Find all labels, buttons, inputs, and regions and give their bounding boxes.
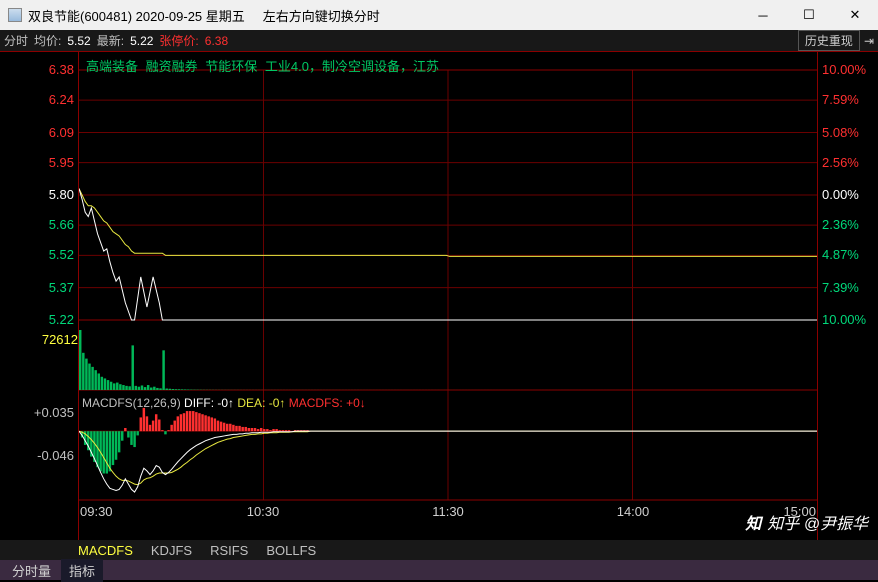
bottom-tab-1[interactable]: 指标: [61, 559, 103, 582]
bottom-tabs: 分时量指标: [0, 560, 878, 580]
price-left-tick: 5.37: [49, 280, 74, 295]
watermark: 知 知乎 @尹振华: [745, 510, 868, 534]
price-right-tick: 7.39%: [822, 280, 859, 295]
tab-intraday[interactable]: 分时: [4, 32, 28, 49]
volume-max-label: 72612: [4, 332, 78, 347]
last-label: 最新:: [97, 32, 124, 49]
stock-tags: 高端装备 融资融券 节能环保 工业4.0，制冷空调设备，江苏: [86, 56, 443, 75]
indicator-tab-macdfs[interactable]: MACDFS: [78, 543, 133, 558]
price-right-tick: 2.56%: [822, 155, 859, 170]
header-bar: 分时 均价: 5.52 最新: 5.22 张停价: 6.38 历史重现 ⇥: [0, 30, 878, 52]
time-tick: 10:30: [247, 504, 280, 519]
indicator-tab-kdjfs[interactable]: KDJFS: [151, 543, 192, 558]
avg-value: 5.52: [67, 34, 90, 48]
last-value: 5.22: [130, 34, 153, 48]
price-left-tick: 5.95: [49, 155, 74, 170]
price-left-tick: 6.24: [49, 92, 74, 107]
close-button[interactable]: ✕: [832, 0, 878, 30]
window-title: 双良节能(600481) 2020-09-25 星期五: [28, 6, 245, 25]
indicator-tab-bollfs[interactable]: BOLLFS: [266, 543, 316, 558]
zhihu-icon: 知: [745, 510, 761, 534]
price-right-tick: 10.00%: [822, 312, 866, 327]
time-tick: 11:30: [432, 504, 464, 519]
window-subtitle: 左右方向键切换分时: [263, 6, 740, 25]
price-right-tick: 4.87%: [822, 247, 859, 262]
chart-area: 高端装备 融资融券 节能环保 工业4.0，制冷空调设备，江苏 6.38 6.24 6…: [0, 52, 878, 540]
bottom-tab-0[interactable]: 分时量: [4, 559, 59, 582]
limit-label: 张停价:: [159, 32, 198, 49]
limit-value: 6.38: [205, 34, 228, 48]
price-right-tick: 7.59%: [822, 92, 859, 107]
price-right-tick: 5.08%: [822, 125, 859, 140]
app-icon: [8, 8, 22, 22]
minimize-button[interactable]: ─: [740, 0, 786, 30]
price-left-tick: 6.09: [49, 125, 74, 140]
indicator-tabs: MACDFS KDJFS RSIFS BOLLFS: [0, 540, 878, 560]
plot-region[interactable]: [78, 52, 818, 540]
avg-label: 均价:: [34, 32, 61, 49]
goto-end-icon[interactable]: ⇥: [864, 34, 874, 48]
price-right-tick: 10.00%: [822, 62, 866, 77]
history-replay-button[interactable]: 历史重现: [798, 30, 860, 51]
watermark-text: 知乎 @尹振华: [767, 510, 868, 534]
price-left-tick: 5.22: [49, 312, 74, 327]
price-right-tick: 0.00%: [822, 187, 859, 202]
macd-dea: DEA: -0↑: [237, 396, 285, 410]
price-right-tick: 2.36%: [822, 217, 859, 232]
price-left-tick: 5.66: [49, 217, 74, 232]
macd-tick: -0.046: [37, 448, 74, 463]
indicator-tab-rsifs[interactable]: RSIFS: [210, 543, 248, 558]
time-tick: 14:00: [617, 504, 650, 519]
price-left-tick: 6.38: [49, 62, 74, 77]
window-titlebar: 双良节能(600481) 2020-09-25 星期五 左右方向键切换分时 ─ …: [0, 0, 878, 30]
macd-title: MACDFS(12,26,9): [82, 396, 181, 410]
macd-hist: MACDFS: +0↓: [289, 396, 366, 410]
macd-tick: +0.035: [34, 405, 74, 420]
price-left-tick: 5.80: [49, 187, 74, 202]
time-tick: 09:30: [80, 504, 113, 519]
maximize-button[interactable]: ☐: [786, 0, 832, 30]
price-left-tick: 5.52: [49, 247, 74, 262]
macd-diff: DIFF: -0↑: [184, 396, 234, 410]
